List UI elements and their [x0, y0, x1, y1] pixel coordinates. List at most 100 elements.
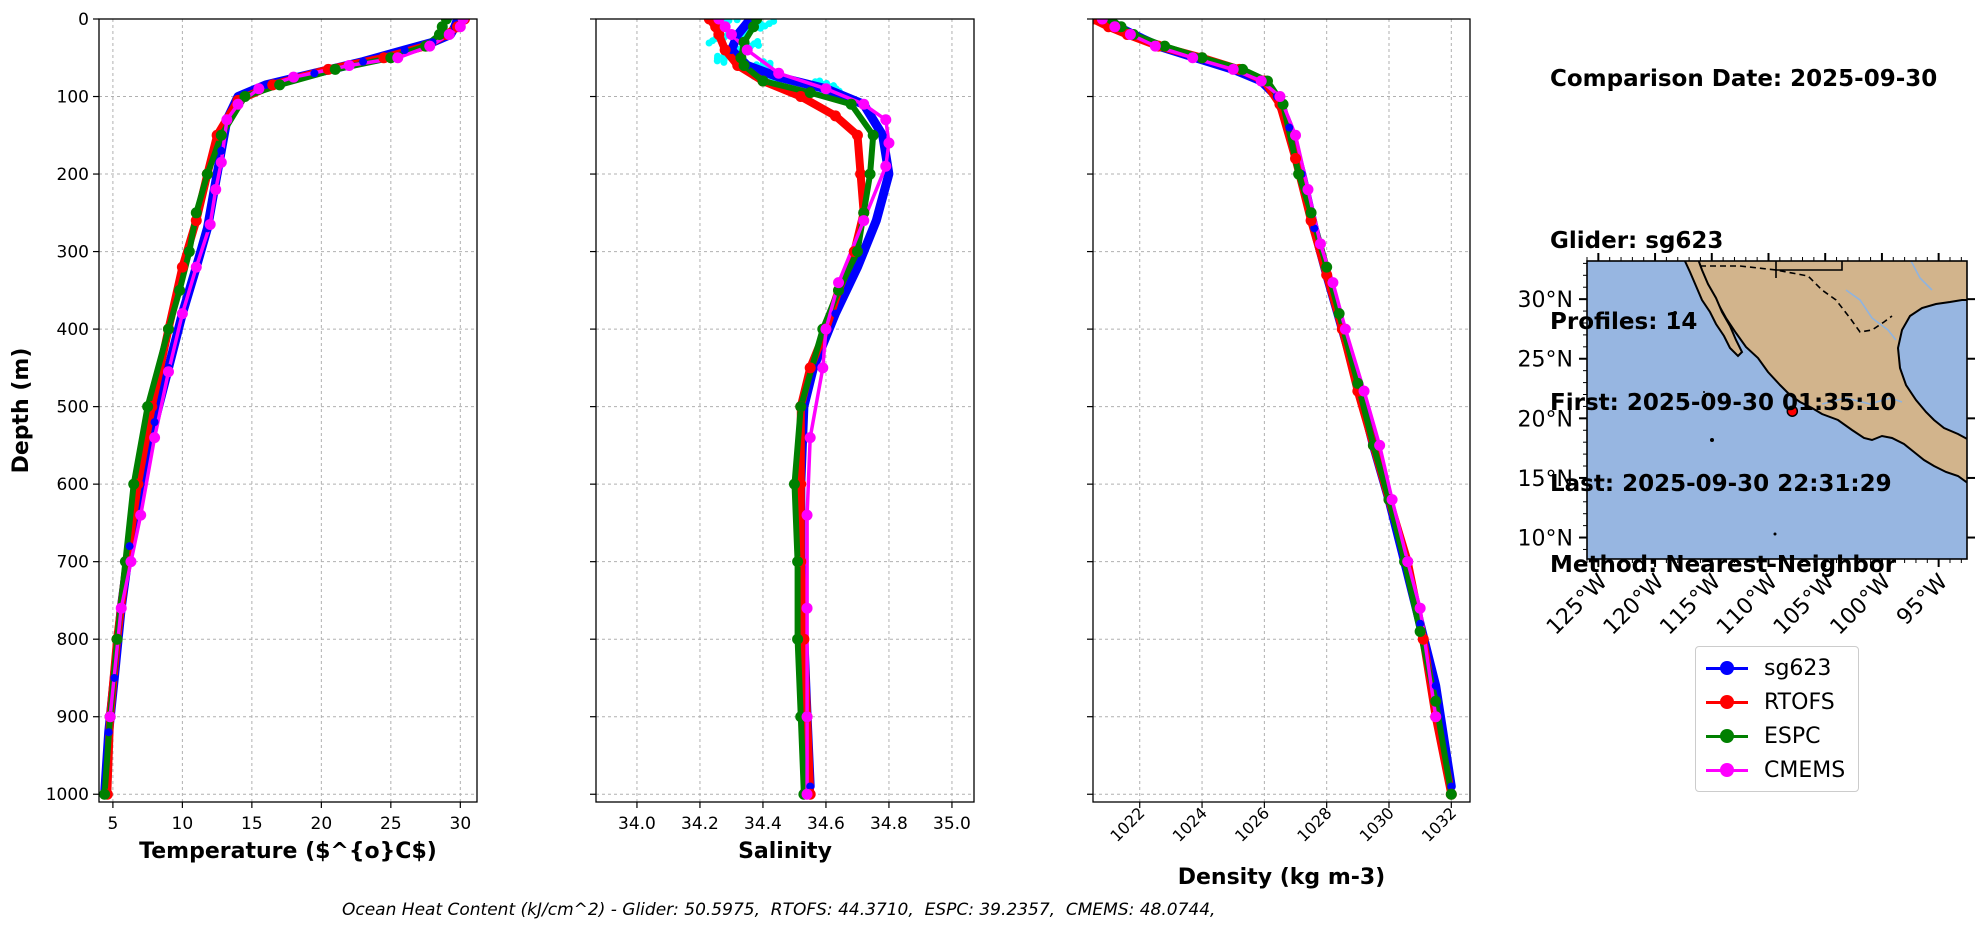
data-point-espc [1414, 625, 1426, 637]
glider-name: Glider: sg623 [1550, 228, 1724, 254]
data-point-cmems [801, 788, 813, 800]
data-point-espc [201, 168, 213, 180]
data-point-cmems [454, 21, 466, 33]
legend-label: RTOFS [1764, 689, 1835, 715]
data-point-sg623 [1285, 123, 1294, 132]
data-point-espc [738, 60, 750, 72]
map-river-south [1821, 397, 1903, 405]
data-point-sg623 [1310, 224, 1319, 233]
data-point-sg623 [359, 57, 368, 66]
lat-label: 25°N [1518, 348, 1573, 373]
data-point-espc [162, 323, 174, 335]
data-point-cmems [858, 98, 870, 110]
glider-observation [720, 58, 728, 66]
data-point-espc [851, 246, 863, 258]
salinity-panel: 34.0 34.2 34.4 34.6 34.8 35.0 Salinity [590, 18, 975, 864]
data-point-sg623 [884, 170, 893, 179]
data-point-espc [1321, 261, 1333, 273]
data-point-rtofs [829, 110, 841, 122]
data-point-rtofs [851, 129, 863, 141]
data-point-espc [128, 478, 140, 490]
data-point-cmems [725, 29, 737, 41]
data-point-sg623 [1447, 782, 1456, 791]
data-point-espc [99, 788, 111, 800]
map-island [1773, 532, 1777, 536]
ocean-heat-content-footer: Ocean Heat Content (kJ/cm^2) - Glider: 5… [342, 900, 1216, 920]
data-point-rtofs [176, 261, 188, 273]
y-tick-label: 0 [78, 10, 89, 30]
data-point-cmems [1290, 129, 1302, 141]
x-tick-label: 1030 [1356, 803, 1398, 845]
data-point-rtofs [855, 168, 867, 180]
data-point-espc [757, 75, 769, 87]
y-tick-label: 600 [57, 475, 89, 495]
series-line-rtofs [1093, 19, 1456, 799]
data-point-sg623 [310, 69, 319, 78]
data-point-cmems [288, 71, 300, 83]
x-tick-label: 15 [241, 814, 263, 834]
x-tick-label: 34.2 [681, 814, 719, 834]
data-point-espc [1305, 207, 1317, 219]
data-point-cmems [135, 509, 147, 521]
data-point-cmems [215, 156, 227, 168]
data-point-sg623 [740, 22, 749, 31]
data-point-espc [833, 284, 845, 296]
data-point-cmems [1430, 711, 1442, 723]
x-tick-label: 10 [172, 814, 194, 834]
data-point-rtofs [190, 215, 202, 227]
legend-item-cmems: CMEMS [1704, 753, 1845, 787]
data-point-sg623 [853, 263, 862, 272]
data-point-cmems [1124, 29, 1136, 41]
data-point-cmems [149, 432, 161, 444]
first-time: First: 2025-09-30 01:35:10 [1550, 390, 1897, 416]
lat-label: 10°N [1518, 527, 1573, 552]
density-panel: 1022 1024 1026 1028 1030 1032 Density (kg m-3) [1087, 18, 1471, 890]
data-point-cmems [773, 67, 785, 79]
data-point-sg623 [806, 782, 815, 791]
x-tick-label: 1026 [1231, 803, 1273, 845]
data-point-espc [190, 207, 202, 219]
data-point-espc [795, 401, 807, 413]
data-point-espc [111, 633, 123, 645]
y-tick-label: 300 [57, 243, 89, 263]
x-tick-label: 34.4 [744, 814, 782, 834]
legend-label: ESPC [1764, 723, 1821, 749]
map-island [1703, 391, 1705, 393]
data-point-espc [867, 129, 879, 141]
data-point-sg623 [831, 309, 840, 318]
data-point-cmems [1358, 385, 1370, 397]
method: Method: Nearest-Neighbor [1550, 552, 1897, 578]
y-tick-label: 700 [57, 553, 89, 573]
data-point-cmems [858, 215, 870, 227]
data-point-cmems [883, 137, 895, 149]
x-tick-label: 34.0 [618, 814, 656, 834]
data-point-cmems [1096, 19, 1108, 25]
x-tick-label: 5 [107, 814, 118, 834]
data-point-rtofs [713, 29, 725, 41]
temperature-panel: 5 10 15 20 25 3001002003004005006007008009001… [9, 10, 478, 864]
y-axis-label: Depth (m) [9, 348, 34, 474]
data-point-espc [1159, 40, 1171, 52]
data-point-rtofs [1290, 153, 1302, 165]
info-panel: Comparison Date: 2025-09-30 Glider: sg62… [1550, 12, 1937, 606]
data-point-cmems [392, 52, 404, 64]
data-point-cmems [741, 44, 753, 56]
data-point-cmems [1274, 91, 1286, 103]
data-point-sg623 [872, 216, 881, 225]
data-point-sg623 [400, 46, 409, 55]
data-point-espc [788, 478, 800, 490]
data-point-rtofs [1321, 269, 1333, 281]
glider-observation [705, 39, 713, 47]
data-point-cmems [880, 114, 892, 126]
x-axis-label: Density (kg m-3) [1178, 865, 1386, 890]
data-point-cmems [115, 602, 127, 614]
data-point-cmems [817, 362, 829, 374]
data-point-espc [433, 29, 445, 41]
data-point-cmems [232, 98, 244, 110]
data-point-cmems [1302, 184, 1314, 196]
x-axis-label: Salinity [738, 839, 832, 864]
data-point-cmems [801, 602, 813, 614]
data-point-sg623 [878, 131, 887, 140]
data-point-espc [215, 129, 227, 141]
data-point-cmems [1149, 40, 1161, 52]
